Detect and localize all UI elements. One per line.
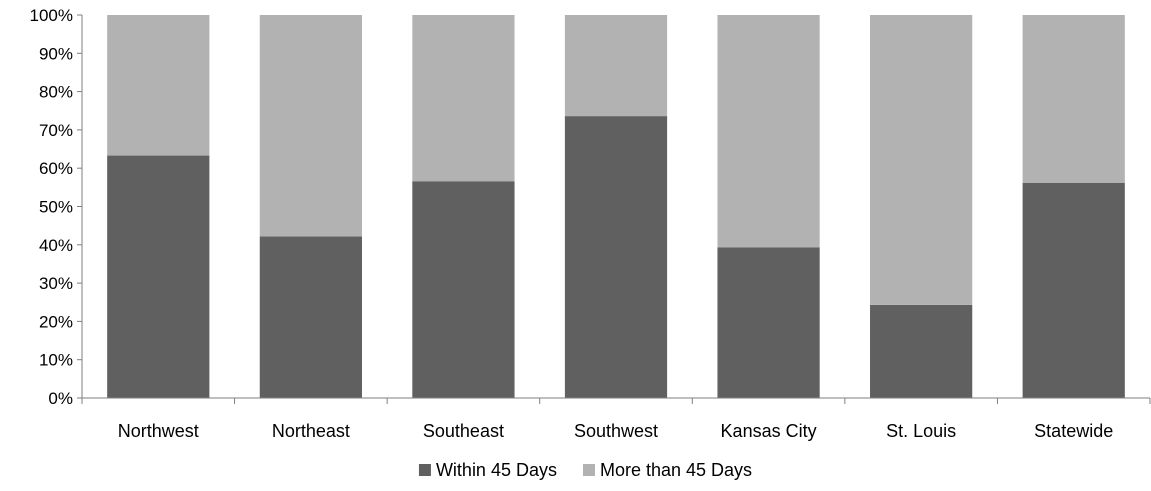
- x-category-label: St. Louis: [886, 421, 956, 441]
- y-tick-label: 60%: [39, 159, 73, 178]
- legend: Within 45 Days More than 45 Days: [418, 460, 752, 480]
- legend-swatch-more-than-45-days: [582, 464, 595, 476]
- bar-st-louis-within-45-days: [870, 304, 973, 398]
- y-tick-label: 80%: [39, 83, 73, 102]
- y-tick-label: 70%: [39, 121, 73, 140]
- y-tick-label: 50%: [39, 198, 73, 217]
- bar-southeast-more-than-45-days: [412, 15, 515, 182]
- x-category-label: Northeast: [272, 421, 350, 441]
- bar-statewide-within-45-days: [1022, 182, 1125, 398]
- bar-st-louis-more-than-45-days: [870, 15, 973, 305]
- y-tick-label: 20%: [39, 312, 73, 331]
- legend-label-within-45-days: Within 45 Days: [436, 460, 557, 480]
- y-tick-label: 10%: [39, 351, 73, 370]
- y-tick-label: 30%: [39, 274, 73, 293]
- legend-swatch-within-45-days: [418, 464, 431, 476]
- bar-northeast-within-45-days: [259, 236, 362, 398]
- y-tick-label: 40%: [39, 236, 73, 255]
- bar-northwest-more-than-45-days: [107, 15, 210, 156]
- y-tick-label: 90%: [39, 44, 73, 63]
- legend-label-more-than-45-days: More than 45 Days: [600, 460, 752, 480]
- bar-southwest-more-than-45-days: [564, 15, 668, 117]
- bar-northeast-more-than-45-days: [259, 15, 362, 237]
- bar-southeast-within-45-days: [412, 181, 515, 398]
- bar-statewide-more-than-45-days: [1022, 15, 1125, 183]
- bars-group: [107, 15, 1125, 399]
- y-tick-label: 0%: [48, 389, 73, 408]
- bar-northwest-within-45-days: [107, 155, 210, 398]
- x-category-label: Northwest: [118, 421, 199, 441]
- x-category-label: Kansas City: [721, 421, 817, 441]
- x-category-label: Statewide: [1034, 421, 1113, 441]
- bar-kansas-city-more-than-45-days: [717, 15, 820, 248]
- x-axis: Northwest Northeast Southeast Southwest Kans…: [81, 397, 1151, 441]
- bar-southwest-within-45-days: [564, 116, 668, 399]
- x-category-label: Southwest: [574, 421, 658, 441]
- y-tick-label: 100%: [30, 6, 73, 25]
- y-axis: 0% 10% 20% 30% 40% 50% 60% 70% 80% 90% 100%: [30, 6, 83, 408]
- x-category-label: Southeast: [423, 421, 504, 441]
- bar-kansas-city-within-45-days: [717, 247, 820, 398]
